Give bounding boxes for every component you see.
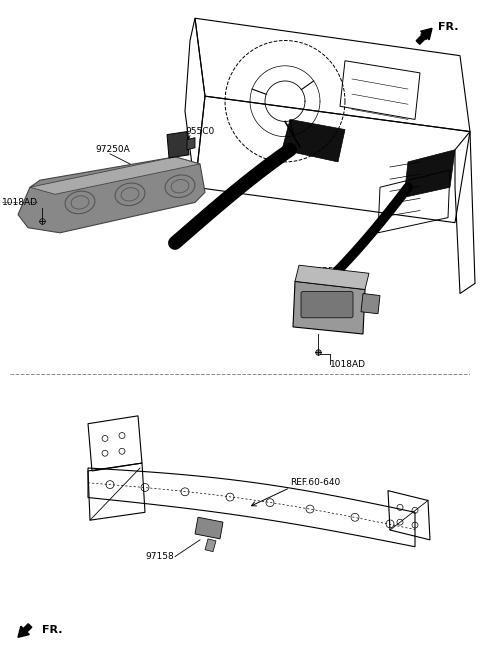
Polygon shape — [18, 157, 205, 233]
Polygon shape — [361, 294, 380, 314]
FancyArrow shape — [18, 623, 32, 637]
Text: REF.60-640: REF.60-640 — [290, 478, 340, 487]
Text: 97158: 97158 — [145, 552, 174, 561]
Polygon shape — [282, 120, 345, 162]
Polygon shape — [187, 138, 195, 150]
FancyBboxPatch shape — [301, 292, 353, 318]
FancyArrow shape — [416, 28, 432, 44]
Polygon shape — [167, 131, 189, 158]
Polygon shape — [195, 517, 223, 539]
Polygon shape — [295, 265, 369, 290]
Text: 97255T: 97255T — [305, 267, 339, 276]
Polygon shape — [30, 157, 200, 194]
Text: FR.: FR. — [42, 625, 62, 635]
Polygon shape — [293, 281, 365, 334]
Text: 1018AD: 1018AD — [2, 198, 38, 207]
Text: 97250A: 97250A — [95, 145, 130, 154]
Text: FR.: FR. — [438, 22, 458, 32]
Text: 1018AD: 1018AD — [330, 360, 366, 369]
Polygon shape — [404, 150, 455, 197]
Text: 955C0: 955C0 — [185, 127, 214, 136]
Polygon shape — [205, 539, 216, 552]
